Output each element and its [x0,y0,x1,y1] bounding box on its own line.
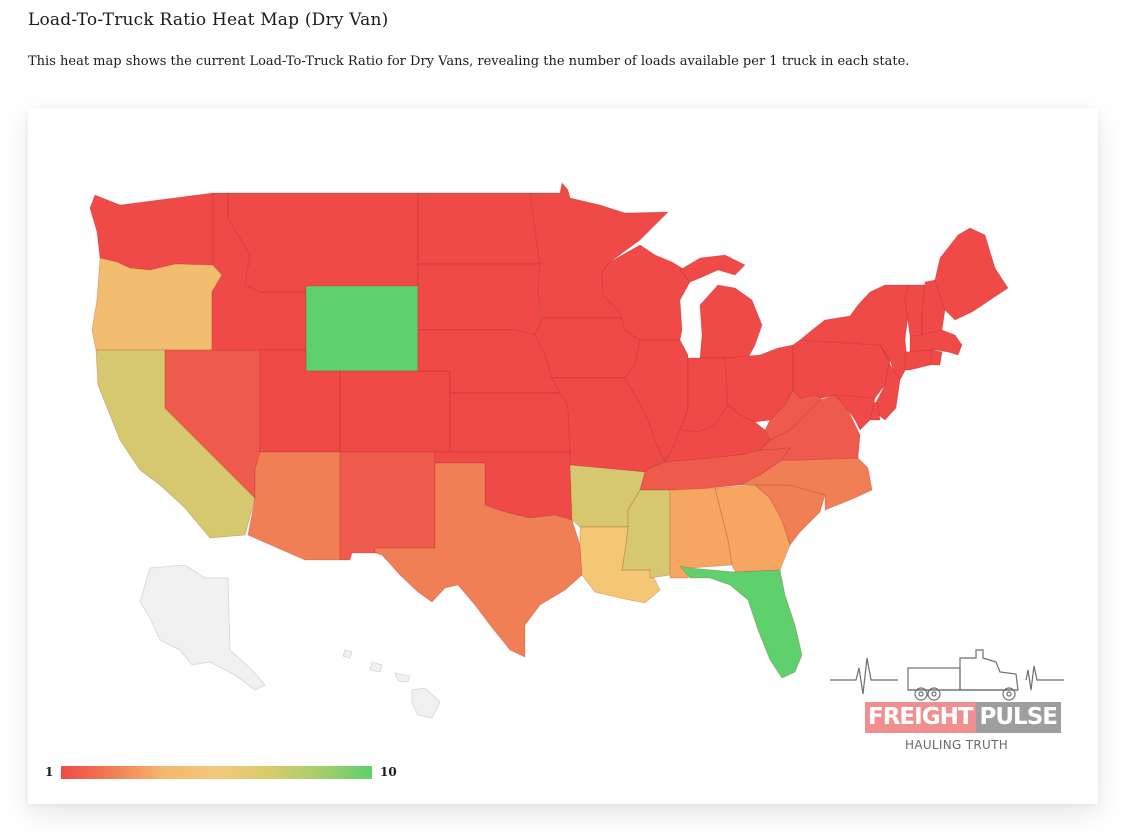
state-FL[interactable] [678,565,803,679]
state-MD[interactable] [821,394,876,431]
truck-pulse-icon [830,649,1064,701]
state-CO[interactable] [339,370,451,453]
legend-max-label: 10 [380,765,397,779]
brand-word-freight: FREIGHT [865,702,976,733]
state-WA[interactable] [89,192,214,271]
state-SC[interactable] [753,484,826,546]
state-PA[interactable] [792,339,891,399]
state-CT[interactable] [904,349,933,371]
state-RI[interactable] [929,349,943,366]
freightpulse-logo: FREIGHT PULSE HAULING TRUTH [828,638,1068,768]
state-NJ[interactable] [871,344,901,421]
state-AZ[interactable] [247,451,341,561]
state-LA[interactable] [579,526,661,604]
state-ND[interactable] [417,192,541,265]
brand-tagline: HAULING TRUTH [905,738,1009,752]
map-card: 1 10 FREIGHT PULSE HAULING TRUTH [28,108,1098,804]
state-SD[interactable] [417,263,543,336]
state-MI[interactable] [679,254,763,359]
legend-min-label: 1 [45,765,54,779]
state-TX[interactable] [374,462,583,658]
state-KS[interactable] [449,392,571,453]
state-ME[interactable] [934,227,1009,321]
us-heat-map [89,182,1009,719]
state-OR[interactable] [91,257,223,351]
state-WY[interactable] [305,285,419,372]
legend-color-scale [61,766,372,779]
brand-wordmark: FREIGHT PULSE [865,702,1061,733]
state-HI[interactable] [342,649,441,719]
state-KY[interactable] [664,404,771,463]
state-NM[interactable] [339,451,436,561]
page-description: This heat map shows the current Load-To-… [28,54,910,69]
state-NC[interactable] [739,457,873,511]
state-MT[interactable] [227,192,419,293]
state-WI[interactable] [601,244,691,341]
brand-word-pulse: PULSE [975,702,1061,733]
page-title: Load-To-Truck Ratio Heat Map (Dry Van) [28,10,389,30]
state-AK[interactable] [139,564,266,691]
